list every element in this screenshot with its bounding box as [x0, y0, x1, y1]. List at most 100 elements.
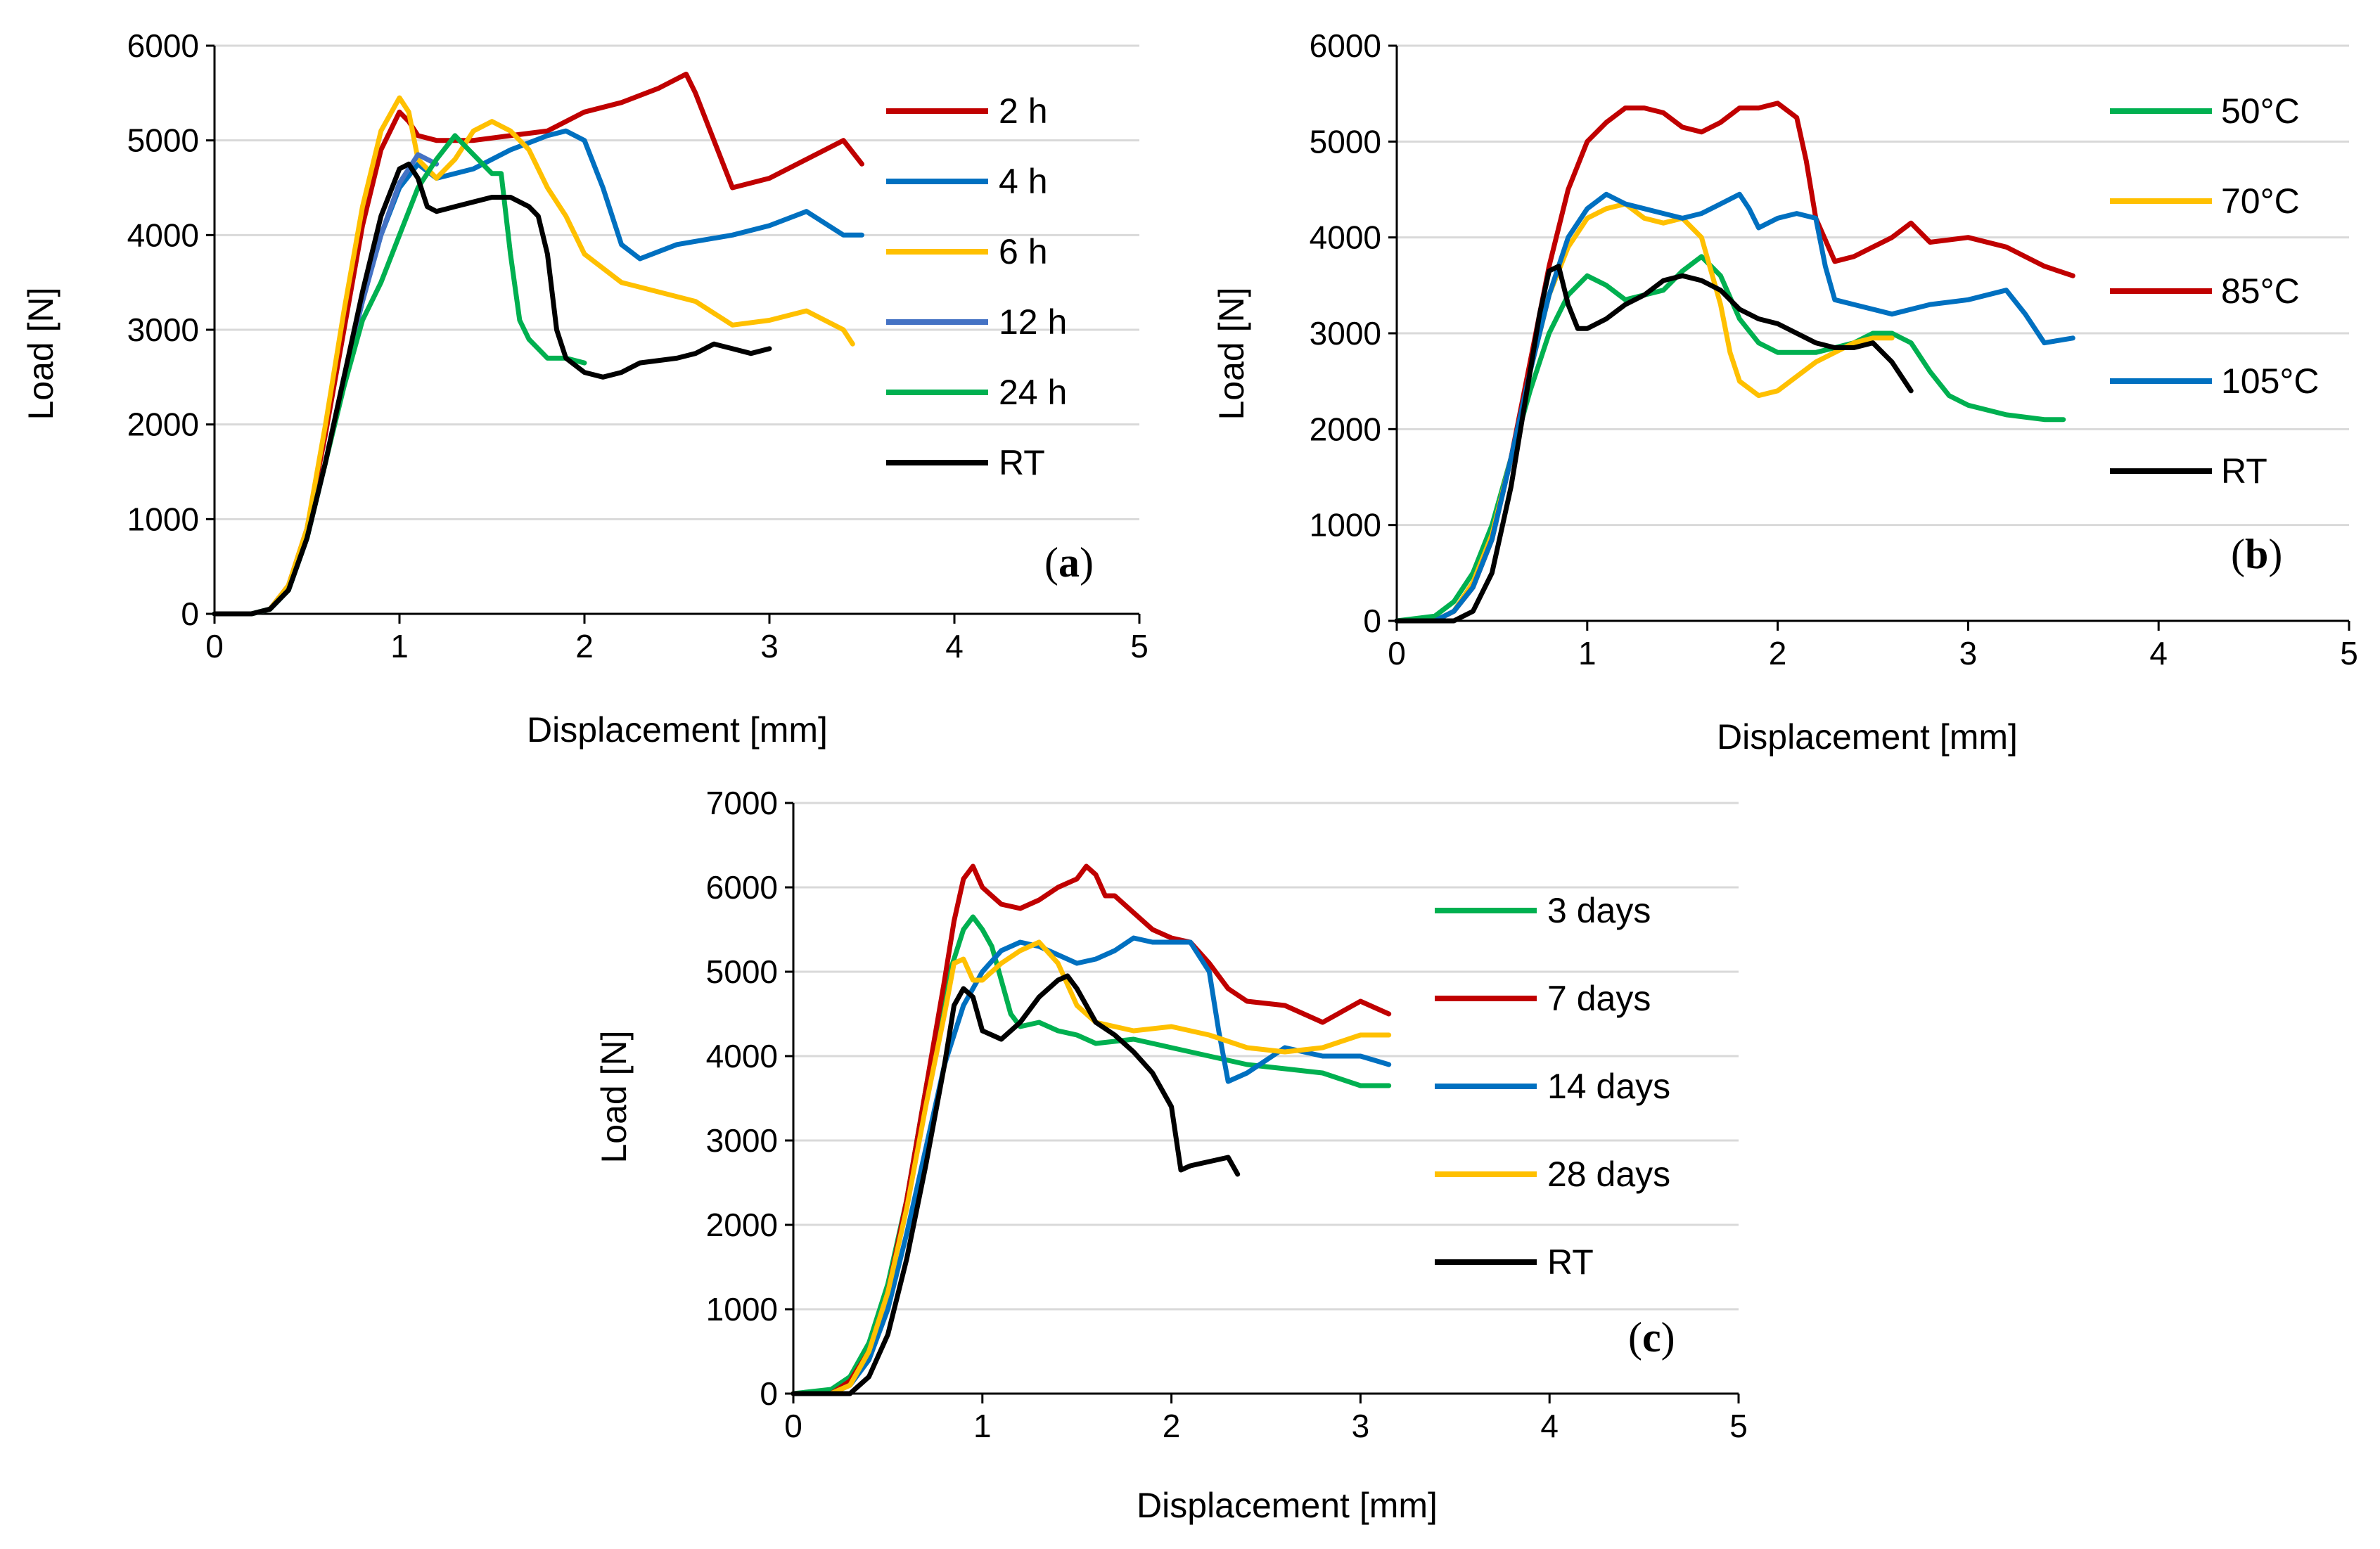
y-tick-label: 0: [760, 1375, 778, 1412]
y-tick-label: 1000: [706, 1291, 778, 1328]
y-tick-labels-c: 0 1000 2000 3000 4000 5000 6000 7000: [706, 785, 778, 1412]
y-tick-label: 4000: [127, 217, 199, 253]
series-line-2-h: [212, 71, 864, 617]
x-tick-label: 3: [1352, 1408, 1370, 1444]
legend-label: 85°C: [2221, 271, 2300, 311]
panel-label-a: (a): [1044, 539, 1094, 586]
panel-label-letter-a: a: [1058, 539, 1080, 586]
x-tick-label: 1: [1578, 635, 1597, 671]
y-tick-label: 4000: [1310, 219, 1381, 256]
x-tick-label: 2: [1769, 635, 1787, 671]
legend-label: 7 days: [1547, 979, 1651, 1018]
gridlines-b: [1397, 44, 2349, 527]
y-tick-label: 4000: [706, 1038, 778, 1074]
gridlines-c: [793, 802, 1739, 1311]
series-line-70-c: [1394, 201, 1895, 624]
y-tick-label: 2000: [1310, 411, 1381, 447]
chart-panel-b: 0 1000 2000 3000 4000 5000 6000 0 1 2 3 4 5 50°C 70°…: [1212, 27, 2358, 757]
legend-label: 70°C: [2221, 181, 2300, 221]
series-line-rt: [1394, 264, 1914, 624]
y-tick-labels-a: 0 1000 2000 3000 4000 5000 6000: [127, 27, 199, 632]
y-tick-label: 1000: [127, 501, 199, 537]
x-tick-label: 1: [973, 1408, 992, 1444]
chart-panel-c: 0 1000 2000 3000 4000 5000 6000 7000 0 1 2 3 4 5 3 d…: [594, 785, 1748, 1525]
legend-label: 4 h: [999, 162, 1048, 201]
x-tick-label: 2: [1163, 1408, 1181, 1444]
y-tick-label: 6000: [706, 869, 778, 906]
x-tick-label: 0: [1388, 635, 1406, 671]
series-lines-b: [1394, 101, 2075, 624]
x-tick-label: 3: [760, 628, 779, 664]
series-line-rt: [212, 161, 772, 617]
series-line-50-c: [1394, 254, 2066, 624]
y-tick-label: 6000: [1310, 27, 1381, 64]
y-tick-label: 2000: [706, 1207, 778, 1243]
series-line-rt: [791, 973, 1241, 1396]
y-tick-label: 1000: [1310, 507, 1381, 544]
legend-label: 3 days: [1547, 891, 1651, 930]
y-tick-label: 6000: [127, 27, 199, 64]
legend-label: 105°C: [2221, 361, 2320, 401]
x-tick-label: 0: [205, 628, 224, 664]
x-tick-label: 4: [1540, 1408, 1559, 1444]
y-axis-title-a: Load [N]: [21, 287, 60, 420]
series-line-105-c: [1394, 191, 2075, 624]
x-tick-labels-c: 0 1 2 3 4 5: [784, 1408, 1748, 1444]
axes-c: [785, 802, 1740, 1403]
legend-label: RT: [2221, 451, 2267, 491]
x-tick-label: 4: [2149, 635, 2168, 671]
x-axis-title-b: Displacement [mm]: [1717, 717, 2018, 757]
panel-label-letter-b: b: [2245, 531, 2268, 577]
x-tick-label: 0: [784, 1408, 802, 1444]
panel-label-b: (b): [2231, 531, 2282, 577]
legend-label: 14 days: [1547, 1067, 1670, 1106]
x-tick-label: 5: [2340, 635, 2358, 671]
gridlines-a: [215, 44, 1139, 520]
y-tick-label: 5000: [1310, 123, 1381, 160]
legend-label: 24 h: [999, 373, 1067, 412]
y-tick-label: 3000: [1310, 315, 1381, 352]
panel-label-c: (c): [1628, 1314, 1675, 1361]
y-axis-title-c: Load [N]: [594, 1030, 634, 1163]
legend-label: 50°C: [2221, 91, 2300, 131]
y-tick-label: 5000: [127, 122, 199, 159]
x-tick-labels-b: 0 1 2 3 4 5: [1388, 635, 2358, 671]
series-line-4-h: [212, 128, 864, 617]
x-tick-label: 5: [1729, 1408, 1748, 1444]
legend-label: RT: [1547, 1242, 1594, 1282]
chart-panel-a: 0 1000 2000 3000 4000 5000 6000 0 1 2 3 4 5 2 h 4 h 6…: [21, 27, 1149, 750]
legend-label: 6 h: [999, 232, 1048, 271]
series-lines-a: [212, 71, 864, 617]
x-axis-title-c: Displacement [mm]: [1137, 1486, 1438, 1525]
series-line-14-days: [791, 935, 1392, 1396]
legend-label: 2 h: [999, 91, 1048, 131]
x-tick-label: 1: [390, 628, 409, 664]
x-tick-labels-a: 0 1 2 3 4 5: [205, 628, 1149, 664]
y-axis-title-b: Load [N]: [1212, 287, 1251, 420]
legend-label: RT: [999, 443, 1045, 482]
y-tick-label: 3000: [706, 1122, 778, 1159]
axes-a: [206, 44, 1141, 624]
y-tick-labels-b: 0 1000 2000 3000 4000 5000 6000: [1310, 27, 1381, 639]
legend-b: 50°C 70°C 85°C 105°C RT: [2110, 91, 2320, 491]
y-tick-label: 3000: [127, 311, 199, 348]
legend-c: 3 days 7 days 14 days 28 days RT: [1435, 891, 1670, 1282]
legend-a: 2 h 4 h 6 h 12 h 24 h RT: [886, 91, 1067, 482]
x-tick-label: 3: [1959, 635, 1978, 671]
series-line-28-days: [791, 939, 1392, 1396]
series-line-6-h: [212, 95, 855, 617]
y-tick-label: 0: [1363, 603, 1381, 639]
x-tick-label: 2: [575, 628, 594, 664]
panel-label-letter-c: c: [1642, 1314, 1661, 1361]
y-tick-label: 5000: [706, 953, 778, 990]
x-tick-label: 4: [945, 628, 964, 664]
y-tick-label: 2000: [127, 406, 199, 443]
x-tick-label: 5: [1130, 628, 1149, 664]
x-axis-title-a: Displacement [mm]: [527, 710, 828, 750]
series-lines-c: [791, 863, 1392, 1396]
legend-label: 28 days: [1547, 1155, 1670, 1194]
legend-label: 12 h: [999, 302, 1067, 342]
y-tick-label: 0: [181, 596, 199, 632]
y-tick-label: 7000: [706, 785, 778, 821]
